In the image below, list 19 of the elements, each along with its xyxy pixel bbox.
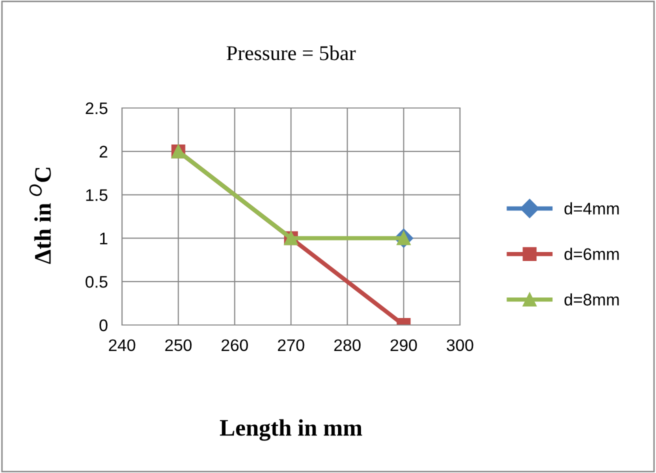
x-tick-label: 250 <box>165 339 192 352</box>
y-tick-label: 1.5 <box>86 189 108 202</box>
x-tick-label: 290 <box>390 339 417 352</box>
chart-title: Pressure = 5bar <box>226 46 356 60</box>
x-tick-label: 280 <box>334 339 361 352</box>
legend-label: d=6mm <box>564 248 619 260</box>
y-tick-label: 2.5 <box>86 102 108 114</box>
y-tick-label: 2 <box>100 146 108 158</box>
y-axis-title: Δth in $^{O}$C <box>29 168 51 264</box>
x-tick-label: 270 <box>278 339 304 352</box>
x-tick-label: 240 <box>108 339 136 352</box>
legend-label: d=8mm <box>564 293 619 306</box>
legend-label: d=4mm <box>564 202 619 214</box>
y-tick-label: 0 <box>99 319 108 332</box>
x-tick-label: 260 <box>222 339 248 352</box>
y-tick-label: 0.5 <box>86 276 108 288</box>
y-tick-label: 1 <box>100 232 108 244</box>
x-axis-title: Length in mm <box>220 419 362 441</box>
x-tick-label: 300 <box>446 339 474 352</box>
